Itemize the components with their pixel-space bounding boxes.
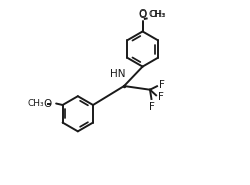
Text: CH₃: CH₃ (148, 10, 165, 19)
Text: F: F (148, 102, 154, 112)
Text: O: O (139, 10, 147, 20)
Text: CH₃: CH₃ (150, 10, 166, 19)
Text: O: O (138, 9, 147, 19)
Text: O: O (44, 98, 52, 109)
Text: F: F (158, 92, 164, 102)
Text: CH₃: CH₃ (28, 99, 44, 108)
Text: HN: HN (110, 69, 126, 80)
Text: F: F (159, 80, 165, 90)
